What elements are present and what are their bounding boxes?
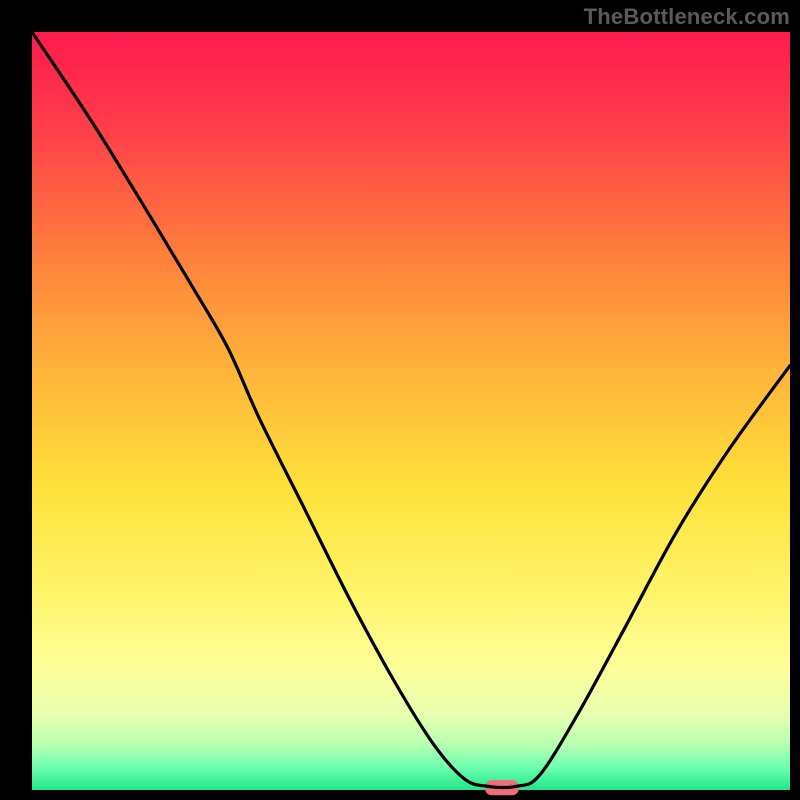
chart-container: TheBottleneck.com bbox=[0, 0, 800, 800]
watermark-text: TheBottleneck.com bbox=[584, 4, 790, 30]
bottleneck-curve-chart bbox=[0, 0, 800, 800]
plot-background bbox=[32, 32, 790, 790]
